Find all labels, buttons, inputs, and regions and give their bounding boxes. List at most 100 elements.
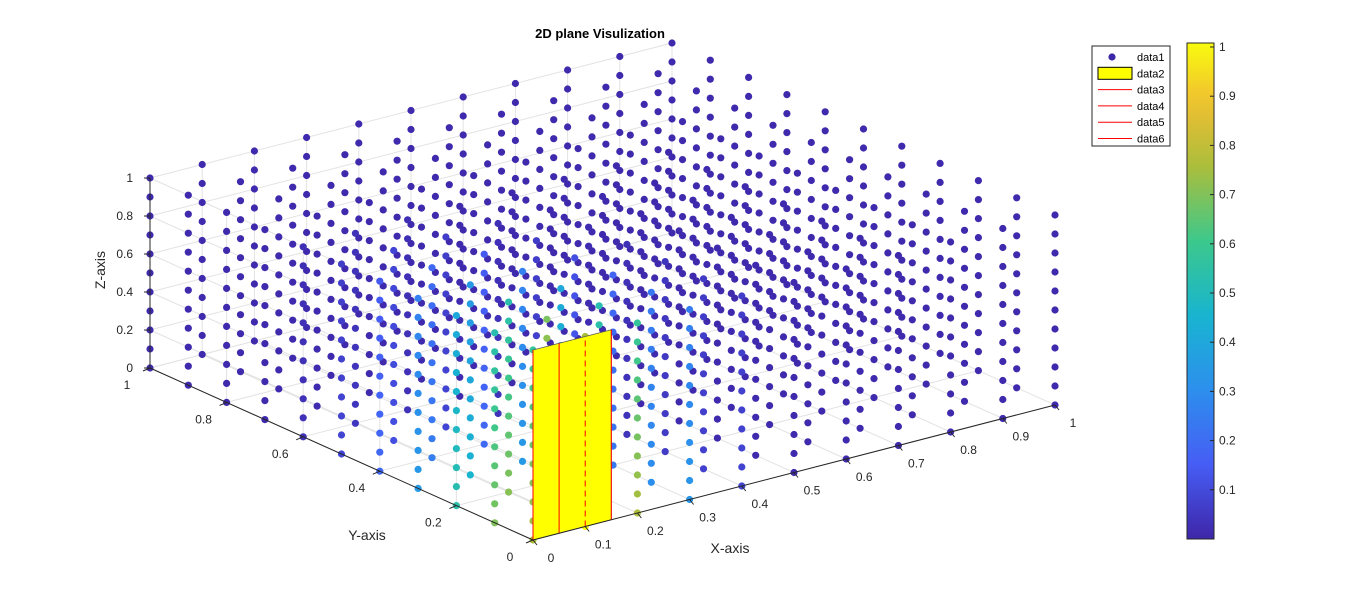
scatter-point — [637, 286, 645, 294]
scatter-point — [699, 389, 708, 397]
scatter-point — [766, 288, 774, 296]
scatter-point — [536, 127, 544, 135]
scatter-point — [637, 210, 645, 218]
scatter-point — [752, 432, 760, 440]
scatter-point — [327, 276, 335, 284]
scatter-point — [807, 214, 815, 223]
scatter-point — [766, 345, 774, 353]
scatter-point — [491, 500, 499, 508]
scatter-point — [560, 232, 568, 240]
scatter-point — [505, 374, 513, 382]
scatter-point — [327, 352, 335, 360]
scatter-point — [564, 142, 572, 150]
scatter-point — [327, 295, 335, 303]
scatter-point — [783, 186, 791, 194]
scatter-point — [686, 419, 694, 428]
scatter-point — [804, 305, 812, 313]
scatter-point — [651, 217, 659, 225]
scatter-point — [390, 265, 398, 274]
scatter-point — [783, 110, 791, 118]
scatter-point — [452, 464, 460, 472]
scatter-point — [936, 178, 944, 186]
scatter-point — [428, 321, 436, 329]
scatter-point — [752, 280, 760, 288]
scatter-point — [466, 357, 474, 365]
scatter-point — [494, 276, 502, 285]
scatter-point — [974, 348, 983, 356]
scatter-point — [275, 366, 283, 374]
scatter-point — [727, 308, 735, 316]
scatter-point — [442, 252, 450, 260]
scatter-point — [908, 240, 916, 248]
scatter-point — [484, 217, 492, 225]
scatter-point — [313, 402, 321, 410]
scatter-point — [790, 335, 798, 344]
scatter-point — [198, 350, 206, 359]
scatter-point — [790, 316, 798, 325]
scatter-point — [741, 278, 749, 286]
scatter-point — [665, 205, 673, 213]
scatter-point — [623, 240, 631, 248]
scatter-point — [445, 181, 453, 189]
scatter-point — [686, 324, 694, 333]
scatter-point — [518, 381, 527, 389]
scatter-point — [351, 381, 359, 389]
scatter-point — [532, 332, 541, 340]
scatter-point — [564, 85, 572, 93]
scatter-point — [480, 364, 488, 372]
scatter-point — [654, 127, 662, 135]
scatter-point — [445, 219, 453, 227]
scatter-point — [626, 150, 634, 158]
colorbar-tick-label: 0.5 — [1219, 286, 1236, 300]
scatter-point — [703, 203, 711, 212]
scatter-point — [859, 125, 868, 133]
scatter-point — [275, 347, 283, 355]
scatter-point — [379, 263, 387, 271]
scatter-point — [522, 215, 530, 223]
scatter-point — [804, 419, 812, 427]
scatter-point — [522, 234, 530, 242]
scatter-point — [459, 112, 467, 120]
scatter-point — [560, 270, 568, 278]
scatter-point — [466, 319, 474, 327]
scatter-point — [960, 283, 969, 291]
scatter-point — [804, 324, 812, 332]
scatter-point — [574, 145, 582, 153]
scatter-point — [856, 386, 864, 394]
scatter-point — [623, 297, 631, 305]
scatter-point — [894, 403, 903, 412]
scatter-point — [532, 313, 541, 321]
scatter-point — [365, 389, 373, 397]
scatter-point — [769, 178, 777, 186]
scatter-point — [289, 278, 297, 286]
scatter-point — [466, 338, 474, 346]
scatter-point — [846, 175, 854, 183]
scatter-point — [393, 232, 401, 240]
scatter-point — [665, 148, 673, 156]
scatter-point — [609, 290, 617, 298]
scatter-point — [505, 431, 513, 439]
scatter-point — [414, 446, 422, 454]
scatter-point — [908, 354, 916, 362]
scatter-point — [821, 146, 829, 154]
scatter-point — [640, 119, 648, 127]
y-tick-label: 0 — [507, 550, 514, 564]
scatter-point — [431, 249, 439, 257]
scatter-point — [1013, 384, 1021, 392]
scatter-point — [766, 269, 774, 277]
scatter-point — [846, 213, 854, 221]
scatter-point — [727, 289, 735, 297]
scatter-point — [261, 302, 269, 310]
scatter-point — [511, 155, 519, 164]
scatter-point — [616, 90, 624, 99]
scatter-point — [692, 87, 701, 95]
scatter-point — [692, 163, 701, 171]
scatter-point — [616, 147, 624, 156]
scatter-point — [428, 397, 436, 405]
scatter-point — [365, 237, 373, 245]
scatter-point — [505, 393, 513, 401]
scatter-point — [491, 424, 499, 432]
scatter-point — [571, 254, 579, 262]
x-tick-label: 0.5 — [804, 484, 821, 498]
colorbar-tick-label: 1 — [1219, 40, 1226, 54]
